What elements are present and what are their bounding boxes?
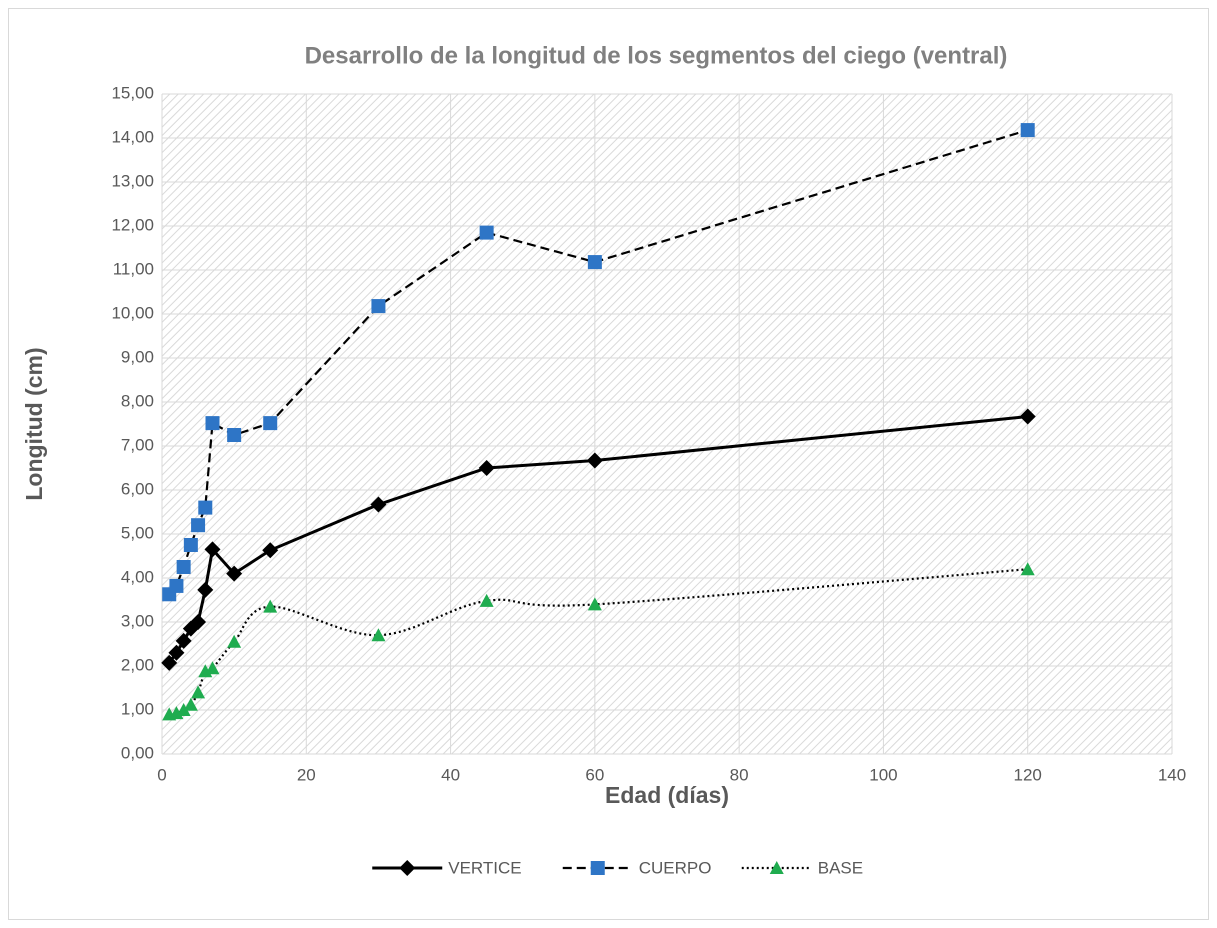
y-tick-label: 1,00 — [121, 699, 154, 718]
marker — [204, 541, 221, 558]
x-tick-label: 20 — [297, 765, 316, 784]
marker — [478, 460, 495, 476]
y-tick-label: 5,00 — [121, 523, 154, 542]
marker — [227, 634, 242, 648]
x-tick-label: 140 — [1158, 765, 1186, 784]
marker — [587, 597, 602, 611]
marker — [169, 578, 184, 593]
marker — [161, 654, 178, 671]
legend-label: VERTICE — [448, 858, 521, 877]
legend-label: BASE — [818, 858, 863, 877]
marker — [226, 565, 243, 582]
marker — [175, 632, 192, 649]
marker — [1020, 562, 1035, 576]
x-axis-label: Edad (días) — [605, 782, 729, 808]
marker — [479, 593, 494, 607]
marker — [198, 500, 213, 515]
marker — [191, 518, 206, 533]
marker — [1020, 123, 1035, 138]
y-tick-label: 2,00 — [121, 655, 154, 674]
marker — [183, 538, 198, 552]
y-tick-label: 8,00 — [121, 391, 154, 410]
marker — [197, 581, 214, 598]
plot-area — [162, 94, 1172, 754]
y-tick-label: 13,00 — [111, 171, 154, 190]
x-tick-label: 80 — [730, 765, 749, 784]
y-tick-label: 12,00 — [111, 215, 154, 234]
y-axis-label: Longitud (cm) — [21, 347, 47, 500]
y-tick-label: 15,00 — [111, 83, 154, 102]
marker — [176, 560, 191, 574]
x-tick-label: 60 — [585, 765, 604, 784]
marker — [205, 661, 220, 675]
marker — [263, 599, 278, 613]
marker — [1019, 408, 1036, 425]
y-tick-label: 3,00 — [121, 611, 154, 630]
legend-marker — [399, 860, 416, 876]
y-tick-label: 6,00 — [121, 479, 154, 498]
marker — [263, 416, 278, 431]
y-tick-label: 9,00 — [121, 347, 154, 366]
x-tick-label: 40 — [441, 765, 460, 784]
marker — [183, 697, 198, 711]
marker — [168, 644, 185, 661]
marker — [176, 703, 191, 716]
marker — [371, 628, 386, 642]
y-tick-label: 7,00 — [121, 435, 154, 454]
y-tick-label: 14,00 — [111, 127, 154, 146]
x-tick-label: 120 — [1014, 765, 1042, 784]
y-tick-label: 4,00 — [121, 567, 154, 586]
marker — [227, 428, 242, 442]
y-tick-label: 0,00 — [121, 743, 154, 762]
x-tick-label: 0 — [157, 765, 166, 784]
marker — [371, 299, 386, 314]
chart-title: Desarrollo de la longitud de los segment… — [305, 42, 1008, 69]
x-tick-label: 100 — [869, 765, 897, 784]
marker — [190, 614, 207, 630]
legend-marker — [769, 861, 784, 874]
marker — [587, 255, 602, 270]
y-tick-label: 11,00 — [113, 259, 154, 278]
y-tick-label: 10,00 — [111, 303, 154, 322]
legend-label: CUERPO — [639, 858, 712, 877]
legend-marker — [590, 861, 605, 875]
marker — [479, 225, 494, 240]
marker — [586, 452, 603, 469]
marker — [205, 416, 220, 431]
marker — [191, 685, 206, 699]
marker — [262, 542, 279, 559]
marker — [370, 496, 387, 513]
